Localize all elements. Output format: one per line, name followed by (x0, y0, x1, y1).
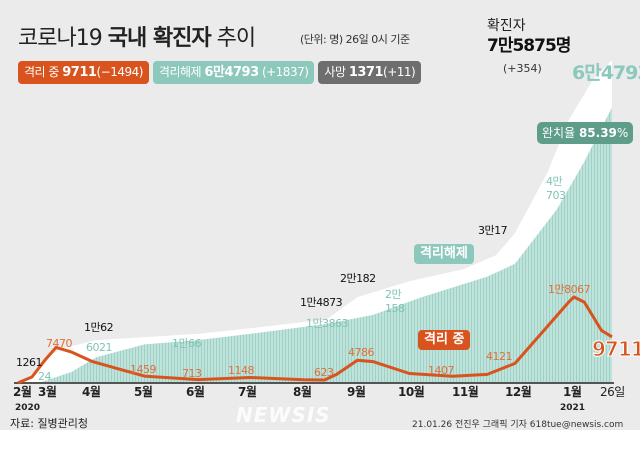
x-tick: 3월 (38, 385, 57, 399)
x-tick: 2월 (13, 385, 32, 399)
credit-line: 21.01.26 전진우 그래픽 기자 618tue@newsis.com (412, 420, 624, 430)
x-tick: 26일 (600, 385, 625, 399)
isolating-tag: 격리 중 (418, 330, 471, 350)
label-released: 2만 (385, 288, 402, 301)
x-tick: 7월 (238, 385, 257, 399)
unit-note: (단위: 명) 26일 0시 기준 (300, 33, 410, 46)
label-isolating: 1만8067 (548, 283, 591, 296)
label-confirmed: 3만17 (478, 224, 508, 237)
source-note: 자료: 질병관리청 (10, 417, 89, 430)
label-released: 158 (385, 302, 405, 315)
confirmed-label: 확진자 (487, 18, 526, 34)
released-tag: 격리해제 (414, 244, 474, 264)
label-released: 24 (38, 370, 52, 383)
confirmed-total: 7만5875명 (487, 36, 571, 56)
x-tick: 8월 (293, 385, 312, 399)
label-isolating: 713 (182, 367, 202, 380)
isolating-line (17, 295, 613, 385)
x-tick: 4월 (82, 385, 101, 399)
label-confirmed: 1만62 (84, 321, 114, 334)
summary-badges: 격리 중 9711(−1494) 격리해제 6만4793 (+1837) 사망 … (18, 61, 422, 84)
year-label: 2020 (15, 403, 41, 413)
label-released: 703 (546, 189, 566, 202)
year-label: 2021 (560, 403, 586, 413)
label-isolating: 1148 (228, 364, 255, 377)
deaths-badge: 사망 1371(+11) (318, 61, 422, 84)
x-tick: 9월 (347, 385, 366, 399)
label-isolating: 7470 (46, 337, 73, 350)
label-confirmed: 2만182 (340, 272, 376, 285)
newsis-watermark: NEWSIS (236, 403, 331, 427)
confirmed-change: (+354) (503, 62, 542, 75)
label-released: 4만 (546, 175, 563, 188)
label-released: 1만66 (172, 337, 202, 350)
label-released: 1만3863 (306, 317, 349, 330)
label-confirmed: 1261 (16, 356, 43, 369)
isolating-current: 9711 (592, 337, 640, 361)
x-tick: 11월 (452, 385, 479, 399)
label-isolating: 1459 (130, 363, 157, 376)
x-tick: 1월 (563, 385, 582, 399)
label-isolating: 1407 (428, 364, 455, 377)
x-tick: 10월 (398, 385, 425, 399)
released-total: 6만4793 (572, 62, 640, 84)
released-badge: 격리해제 6만4793 (+1837) (152, 61, 315, 84)
label-isolating: 4786 (348, 346, 375, 359)
label-released: 6021 (86, 341, 113, 354)
recovery-rate-badge: 완치율 85.39% (537, 122, 634, 144)
released-area (18, 107, 612, 383)
x-tick: 5월 (134, 385, 153, 399)
x-tick: 6월 (186, 385, 205, 399)
page-title: 코로나19 국내 확진자 추이 (18, 26, 256, 51)
x-tick: 12월 (505, 385, 532, 399)
label-isolating: 4121 (486, 350, 513, 363)
label-isolating: 623 (314, 366, 334, 379)
isolating-badge: 격리 중 9711(−1494) (18, 61, 149, 84)
label-confirmed: 1만4873 (300, 296, 343, 309)
